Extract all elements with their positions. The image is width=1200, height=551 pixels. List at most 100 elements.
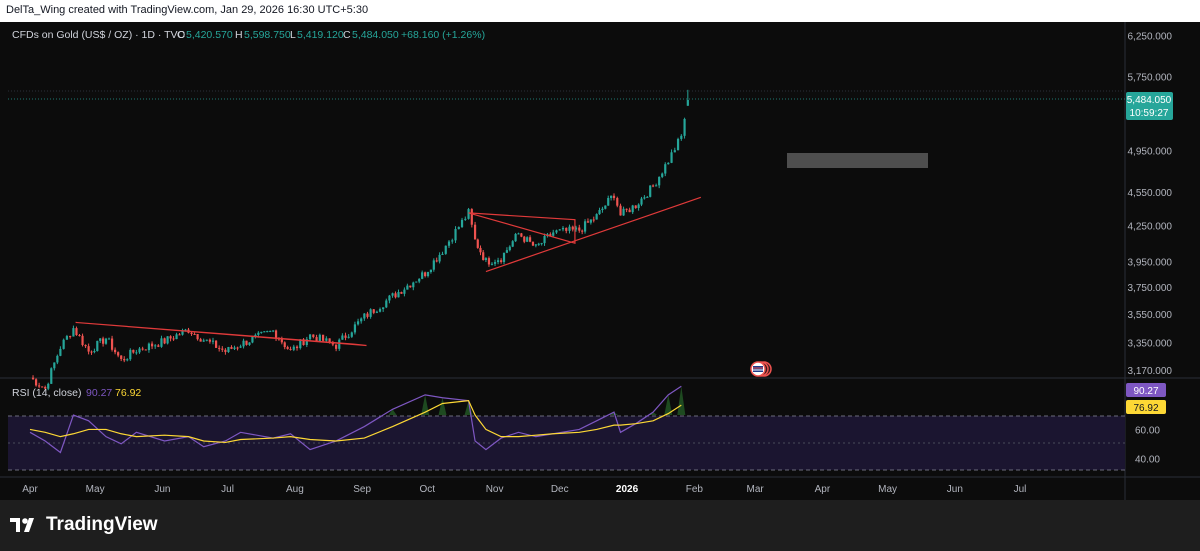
price-tick-label: 3,350.000 bbox=[1128, 339, 1173, 350]
price-tick-label: 3,550.000 bbox=[1128, 310, 1173, 321]
candle-body bbox=[138, 348, 141, 353]
candle-body bbox=[266, 331, 269, 333]
header-credit-bar: DelTa_Wing created with TradingView.com,… bbox=[0, 0, 1200, 22]
candle-body bbox=[84, 345, 87, 347]
candle-body bbox=[154, 345, 157, 347]
candle-body bbox=[643, 197, 646, 199]
candle-body bbox=[549, 234, 552, 236]
economic-event-icon[interactable] bbox=[750, 361, 772, 377]
candle-body bbox=[236, 347, 239, 349]
time-tick-label: Sep bbox=[353, 484, 371, 495]
candle-body bbox=[96, 340, 99, 351]
candle-body bbox=[350, 332, 353, 337]
low-value: 5,419.120 bbox=[297, 29, 344, 41]
candle-body bbox=[568, 226, 571, 231]
candle-body bbox=[269, 330, 272, 332]
price-tick-label: 4,950.000 bbox=[1128, 146, 1173, 157]
footer bbox=[0, 500, 1200, 551]
candle-body bbox=[59, 348, 62, 356]
triangle-pattern-drawing bbox=[468, 212, 576, 244]
candle-body bbox=[87, 346, 90, 352]
candle-body bbox=[571, 226, 574, 230]
candle-body bbox=[202, 340, 205, 342]
candle-body bbox=[476, 239, 479, 248]
candle-body bbox=[208, 339, 211, 342]
candle-body bbox=[511, 241, 514, 247]
candle-body bbox=[403, 289, 406, 294]
candle-body bbox=[680, 135, 683, 139]
candle-body bbox=[441, 253, 444, 255]
candle-body bbox=[595, 214, 598, 220]
candle-body bbox=[451, 240, 454, 242]
tradingview-logo[interactable]: TradingView bbox=[10, 514, 158, 536]
candle-body bbox=[69, 336, 72, 338]
time-tick-label: Jul bbox=[1014, 484, 1027, 495]
rsi-tag-value: 90.27 bbox=[1133, 386, 1158, 397]
time-tick-label: Jun bbox=[947, 484, 963, 495]
candle-body bbox=[388, 295, 391, 301]
candle-body bbox=[424, 272, 427, 277]
candle-body bbox=[583, 221, 587, 232]
trendline-drawings[interactable] bbox=[75, 196, 702, 347]
time-tick-label: May bbox=[878, 484, 897, 495]
candle-body bbox=[260, 331, 263, 333]
candle-body bbox=[120, 355, 123, 360]
candle-body bbox=[400, 292, 403, 294]
open-label: O bbox=[177, 29, 185, 41]
rsi-ma-value-tag: 76.92 bbox=[1126, 400, 1166, 414]
candle-body bbox=[578, 227, 581, 231]
candle-body bbox=[490, 263, 494, 265]
candle-body bbox=[47, 383, 50, 389]
candle-body bbox=[295, 346, 299, 349]
rsi-tick-label: 60.00 bbox=[1135, 425, 1160, 436]
rsi-ma-legend-value: 76.92 bbox=[115, 387, 141, 399]
candle-body bbox=[172, 338, 175, 340]
candle-body bbox=[299, 339, 302, 349]
close-label: C bbox=[343, 29, 351, 41]
candle-body bbox=[612, 195, 616, 199]
candle-body bbox=[479, 247, 482, 253]
candle-body bbox=[528, 237, 532, 242]
rectangle-drawing[interactable] bbox=[787, 153, 928, 168]
candle-body bbox=[356, 321, 360, 325]
candle-body bbox=[308, 334, 312, 340]
candle-body bbox=[101, 338, 105, 344]
candle-body bbox=[78, 335, 81, 337]
candle-body bbox=[110, 338, 114, 350]
candle-body bbox=[558, 229, 561, 231]
candle-body bbox=[683, 118, 686, 136]
chart-canvas[interactable]: 6,250.000 5,750.000 4,950.000 4,550.000 4,25… bbox=[0, 22, 1200, 500]
candle-body bbox=[517, 233, 520, 235]
candle-body bbox=[181, 330, 184, 335]
candle-series bbox=[31, 89, 689, 391]
candle-body bbox=[561, 227, 565, 230]
high-value: 5,598.750 bbox=[244, 29, 291, 41]
candle-body bbox=[610, 195, 613, 198]
brand-name: TradingView bbox=[46, 514, 158, 535]
price-tick-label: 3,750.000 bbox=[1128, 283, 1173, 294]
candle-body bbox=[670, 152, 673, 163]
candle-body bbox=[447, 241, 451, 246]
time-tick-label: Aug bbox=[286, 484, 304, 495]
candle-body bbox=[543, 236, 546, 244]
candle-body bbox=[444, 245, 447, 254]
trendline-drawing bbox=[485, 196, 702, 273]
candle-body bbox=[196, 333, 199, 340]
price-tag-countdown: 10:59:27 bbox=[1130, 108, 1169, 119]
candle-body bbox=[500, 260, 503, 262]
candle-body bbox=[429, 269, 433, 273]
candle-body bbox=[363, 313, 366, 319]
candle-body bbox=[184, 329, 187, 331]
candle-body bbox=[394, 293, 397, 298]
candle-body bbox=[372, 309, 375, 313]
candle-body bbox=[565, 227, 568, 231]
candle-body bbox=[81, 335, 84, 346]
candle-body bbox=[673, 150, 676, 153]
candle-body bbox=[385, 300, 388, 308]
candle-body bbox=[438, 254, 441, 262]
candle-body bbox=[540, 243, 543, 245]
candle-body bbox=[493, 262, 497, 264]
candle-body bbox=[601, 208, 604, 211]
candle-body bbox=[616, 198, 619, 206]
